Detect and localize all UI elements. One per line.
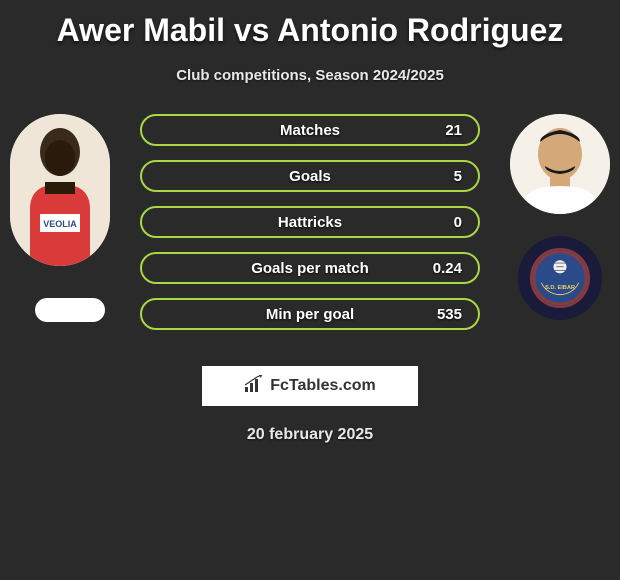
stat-row-hattricks: Hattricks 0 (140, 206, 480, 238)
stat-value-right: 535 (437, 306, 462, 323)
stat-label: Goals per match (251, 260, 369, 277)
stat-row-goals: Goals 5 (140, 160, 480, 192)
stat-rows: Matches 21 Goals 5 Hattricks 0 Goals per… (140, 114, 480, 344)
player-left-avatar: VEOLIA (10, 114, 110, 266)
subtitle: Club competitions, Season 2024/2025 (0, 67, 620, 84)
svg-text:VEOLIA: VEOLIA (43, 219, 77, 229)
player-left-column: VEOLIA (10, 114, 110, 322)
stat-label: Min per goal (266, 306, 354, 323)
stat-label: Matches (280, 122, 340, 139)
stat-row-goals-per-match: Goals per match 0.24 (140, 252, 480, 284)
player-left-team-badge (35, 298, 105, 322)
svg-text:S.D. EIBAR: S.D. EIBAR (545, 285, 575, 291)
stat-value-right: 0.24 (433, 260, 462, 277)
stat-value-right: 21 (445, 122, 462, 139)
player-right-image-icon (510, 114, 610, 214)
date-text: 20 february 2025 (0, 426, 620, 444)
stat-label: Hattricks (278, 214, 342, 231)
comparison-content: VEOLIA S.D. EIBAR (0, 114, 620, 354)
player-left-image-icon: VEOLIA (10, 114, 110, 266)
stat-row-min-per-goal: Min per goal 535 (140, 298, 480, 330)
brand-text: FcTables.com (270, 377, 376, 395)
club-crest-icon: S.D. EIBAR (530, 248, 590, 308)
stat-value-right: 0 (454, 214, 462, 231)
player-right-club-badge: S.D. EIBAR (518, 236, 602, 320)
brand-box[interactable]: FcTables.com (202, 366, 418, 406)
stat-label: Goals (289, 168, 331, 185)
page-title: Awer Mabil vs Antonio Rodriguez (0, 0, 620, 49)
stat-row-matches: Matches 21 (140, 114, 480, 146)
chart-icon (244, 375, 264, 398)
player-right-column: S.D. EIBAR (510, 114, 610, 320)
player-right-avatar (510, 114, 610, 214)
stat-value-right: 5 (454, 168, 462, 185)
